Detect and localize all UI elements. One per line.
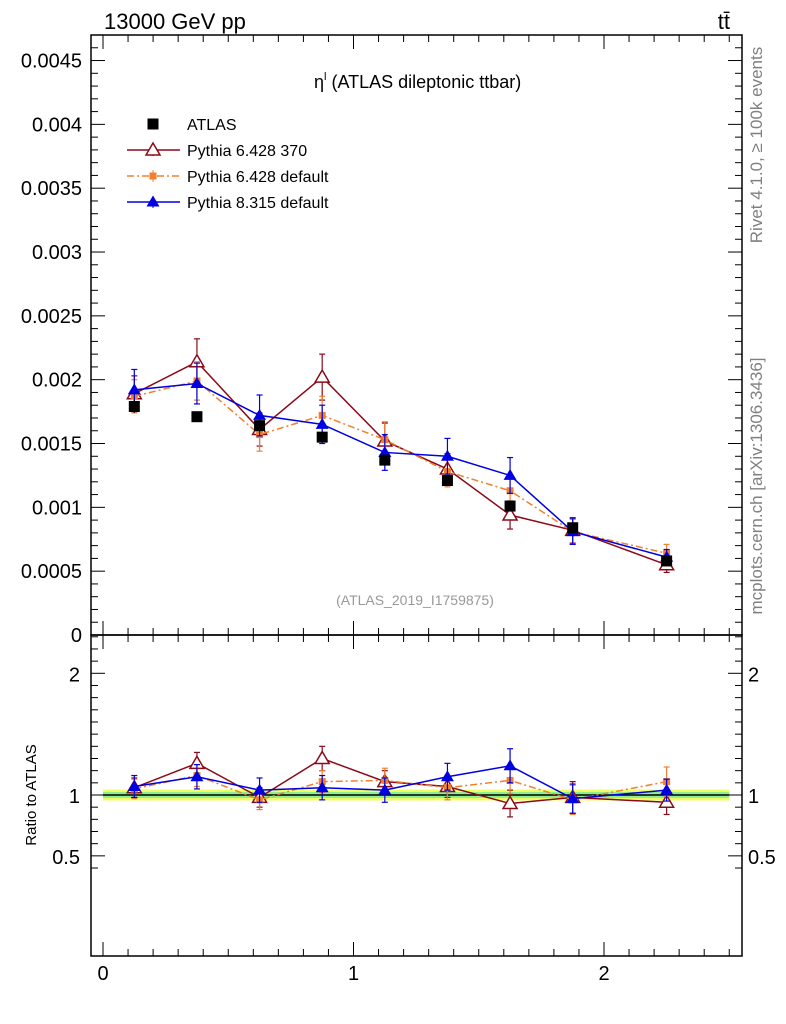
ratio-y-tick-labels: 0.5 0.5 1 1 2 2 — [52, 664, 776, 869]
main-point-data — [441, 475, 453, 487]
legend-label-data: ATLAS — [187, 117, 237, 134]
main-point-data — [567, 522, 579, 534]
main-plot-panel: 0 0.0005 0.001 0.0015 0.002 0.0025 0.003 0.0035… — [21, 34, 743, 647]
legend-entry-py8_default: Pythia 8.315 default — [127, 195, 329, 212]
main-point-data — [191, 411, 203, 423]
main-ytick-label: 0.002 — [32, 370, 82, 392]
main-y-tick-labels: 0 0.0005 0.001 0.0015 0.002 0.0025 0.003 0.0035… — [21, 51, 82, 647]
ratio-point-py8_default — [253, 783, 267, 795]
main-axis-ticks — [91, 34, 742, 636]
legend-marker-py8_default — [146, 195, 160, 207]
ratio-point-py8_default — [660, 783, 674, 795]
ratio-ytick-label-left: 2 — [69, 664, 80, 686]
legend-entry-py6_370: Pythia 6.428 370 — [127, 141, 307, 160]
title-sup: l — [324, 71, 326, 83]
main-point-py8_default — [503, 468, 517, 480]
x-tick-label: 2 — [598, 963, 609, 985]
main-point-py8_default — [253, 408, 267, 420]
main-ytick-label: 0 — [71, 625, 82, 647]
legend-marker-py6_370 — [144, 141, 162, 156]
ratio-plot-frame — [90, 634, 743, 957]
main-ytick-label: 0.0035 — [21, 178, 82, 200]
main-title: ηl (ATLAS dileptonic ttbar) — [314, 71, 521, 92]
ratio-point-py8_default — [566, 792, 580, 804]
legend-label-py6_370: Pythia 6.428 370 — [187, 143, 307, 160]
legend: ATLAS Pythia 6.428 370 Pythia 6.428 defaul… — [127, 117, 329, 212]
x-tick-label: 1 — [348, 963, 359, 985]
main-point-py8_default — [127, 383, 141, 395]
main-point-py8_default — [378, 445, 392, 457]
ratio-series-layer — [126, 745, 675, 818]
legend-entry-data: ATLAS — [147, 117, 237, 134]
main-point-data — [316, 431, 328, 443]
title-eta: η — [314, 72, 324, 92]
main-ytick-label: 0.001 — [32, 497, 82, 519]
ratio-point-py6_370 — [501, 795, 519, 810]
analysis-id-label: (ATLAS_2019_I1759875) — [336, 592, 494, 608]
ratio-point-py8_default — [378, 783, 392, 795]
ratio-ytick-label-left: 0.5 — [52, 847, 80, 869]
main-point-py8_default — [190, 377, 204, 389]
main-series-data — [128, 400, 673, 567]
header-left: 13000 GeV pp — [104, 9, 246, 34]
ratio-point-py6_370 — [313, 750, 331, 765]
ratio-point-py8_default — [127, 779, 141, 791]
main-series-layer — [126, 338, 675, 574]
main-point-py8_default — [440, 449, 454, 461]
main-point-data — [661, 555, 673, 567]
ratio-axis-ticks — [91, 635, 742, 956]
main-ytick-label: 0.004 — [32, 114, 82, 136]
main-point-py6_370 — [313, 368, 331, 383]
x-tick-labels: 0 1 2 — [97, 963, 609, 985]
legend-marker-data — [147, 118, 159, 130]
main-ytick-label: 0.0045 — [21, 51, 82, 73]
ratio-ytick-label-right: 1 — [748, 786, 759, 808]
ratio-uncertainty-band — [103, 789, 730, 801]
main-point-py6_370 — [501, 506, 519, 521]
main-point-data — [379, 454, 391, 466]
main-point-data — [504, 500, 516, 512]
ratio-point-py8_default — [190, 770, 204, 782]
x-tick-label: 0 — [97, 963, 108, 985]
main-ytick-label: 0.0005 — [21, 561, 82, 583]
legend-entry-py6_default: Pythia 6.428 default — [127, 169, 329, 186]
ratio-point-py8_default — [315, 781, 329, 793]
main-point-py8_default — [315, 417, 329, 429]
header-right: tt̄ — [718, 9, 730, 34]
main-line-py6_default — [134, 380, 667, 555]
side-label-mcplots: mcplots.cern.ch [arXiv:1306.3436] — [747, 357, 766, 614]
side-label-rivet: Rivet 4.1.0, ≥ 100k events — [747, 47, 766, 243]
ratio-y-axis-label: Ratio to ATLAS — [23, 744, 40, 845]
ratio-plot-panel: 0.5 0.5 1 1 2 2 Ratio to ATLAS 0 1 2 — [23, 634, 776, 985]
main-ytick-label: 0.0025 — [21, 306, 82, 328]
ratio-point-py8_default — [440, 770, 454, 782]
ratio-ytick-label-right: 2 — [748, 664, 759, 686]
ratio-ytick-label-right: 0.5 — [748, 847, 776, 869]
legend-label-py6_default: Pythia 6.428 default — [187, 169, 329, 186]
ratio-point-py8_default — [503, 759, 517, 771]
main-ytick-label: 0.003 — [32, 242, 82, 264]
ratio-ytick-label-left: 1 — [69, 786, 80, 808]
legend-label-py8_default: Pythia 8.315 default — [187, 195, 329, 212]
legend-marker-py6_default — [149, 172, 157, 180]
main-line-py8_default — [134, 382, 667, 558]
main-series-py8_default — [127, 362, 674, 566]
main-ytick-label: 0.0015 — [21, 434, 82, 456]
title-rest: (ATLAS dileptonic ttbar) — [326, 72, 521, 92]
main-point-data — [128, 400, 140, 412]
ratio-series-py8_default — [127, 748, 674, 814]
main-point-data — [254, 420, 266, 432]
